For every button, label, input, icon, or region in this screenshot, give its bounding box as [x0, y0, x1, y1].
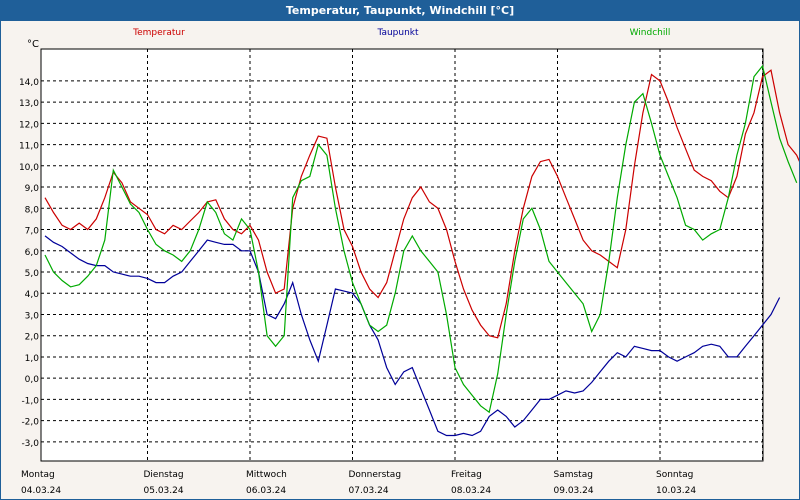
x-date-label: 10.03.24 — [656, 486, 696, 496]
x-date-label: 07.03.24 — [349, 486, 389, 496]
x-day-label: Sonntag — [656, 470, 693, 480]
x-day-label: Samstag — [554, 470, 593, 480]
x-day-label: Dienstag — [144, 470, 184, 480]
legend-windchill: Windchill — [630, 28, 671, 38]
x-date-label: 09.03.24 — [554, 486, 594, 496]
chart-canvas: -3,0 -2,0 -1,0 0,0 1,0 2,0 3,0 4,0 5,0 6,0 7,0 8,0 9… — [19, 28, 799, 496]
y-tick-label: 9,0 — [25, 184, 40, 194]
legend-taupunkt: Taupunkt — [376, 28, 419, 38]
legend-temperatur: Temperatur — [132, 28, 185, 38]
y-tick-label: -3,0 — [21, 439, 39, 449]
y-tick-label: 0,0 — [25, 375, 40, 385]
chart-title: Temperatur, Taupunkt, Windchill [°C] — [1, 1, 799, 21]
y-tick-label: 2,0 — [25, 333, 40, 343]
x-day-label: Freitag — [451, 470, 482, 480]
y-unit-label: °C — [27, 39, 39, 50]
y-tick-label: 7,0 — [25, 227, 40, 237]
x-date-label: 08.03.24 — [451, 486, 491, 496]
x-day-label: Montag — [21, 470, 55, 480]
x-date-label: 05.03.24 — [144, 486, 184, 496]
y-tick-label: -2,0 — [21, 418, 39, 428]
x-date-label: 06.03.24 — [246, 486, 286, 496]
y-tick-label: 8,0 — [25, 205, 40, 215]
x-date-label: 04.03.24 — [21, 486, 61, 496]
y-tick-label: 5,0 — [25, 269, 40, 279]
y-tick-label: 6,0 — [25, 248, 40, 258]
series-line-taupunkt — [44, 235, 781, 437]
y-tick-label: 12,0 — [19, 120, 39, 130]
y-tick-label: 14,0 — [19, 78, 39, 88]
x-day-label: Donnerstag — [349, 470, 402, 480]
x-day-label: Mittwoch — [246, 470, 287, 480]
series-line-temperatur — [44, 69, 799, 339]
y-tick-label: 1,0 — [25, 354, 40, 364]
y-tick-label: 4,0 — [25, 290, 40, 300]
series-line-windchill — [44, 64, 798, 414]
y-tick-label: 13,0 — [19, 99, 39, 109]
y-tick-label: 3,0 — [25, 311, 40, 321]
y-tick-label: -1,0 — [21, 396, 39, 406]
y-tick-label: 11,0 — [19, 142, 39, 152]
y-tick-label: 10,0 — [19, 163, 39, 173]
